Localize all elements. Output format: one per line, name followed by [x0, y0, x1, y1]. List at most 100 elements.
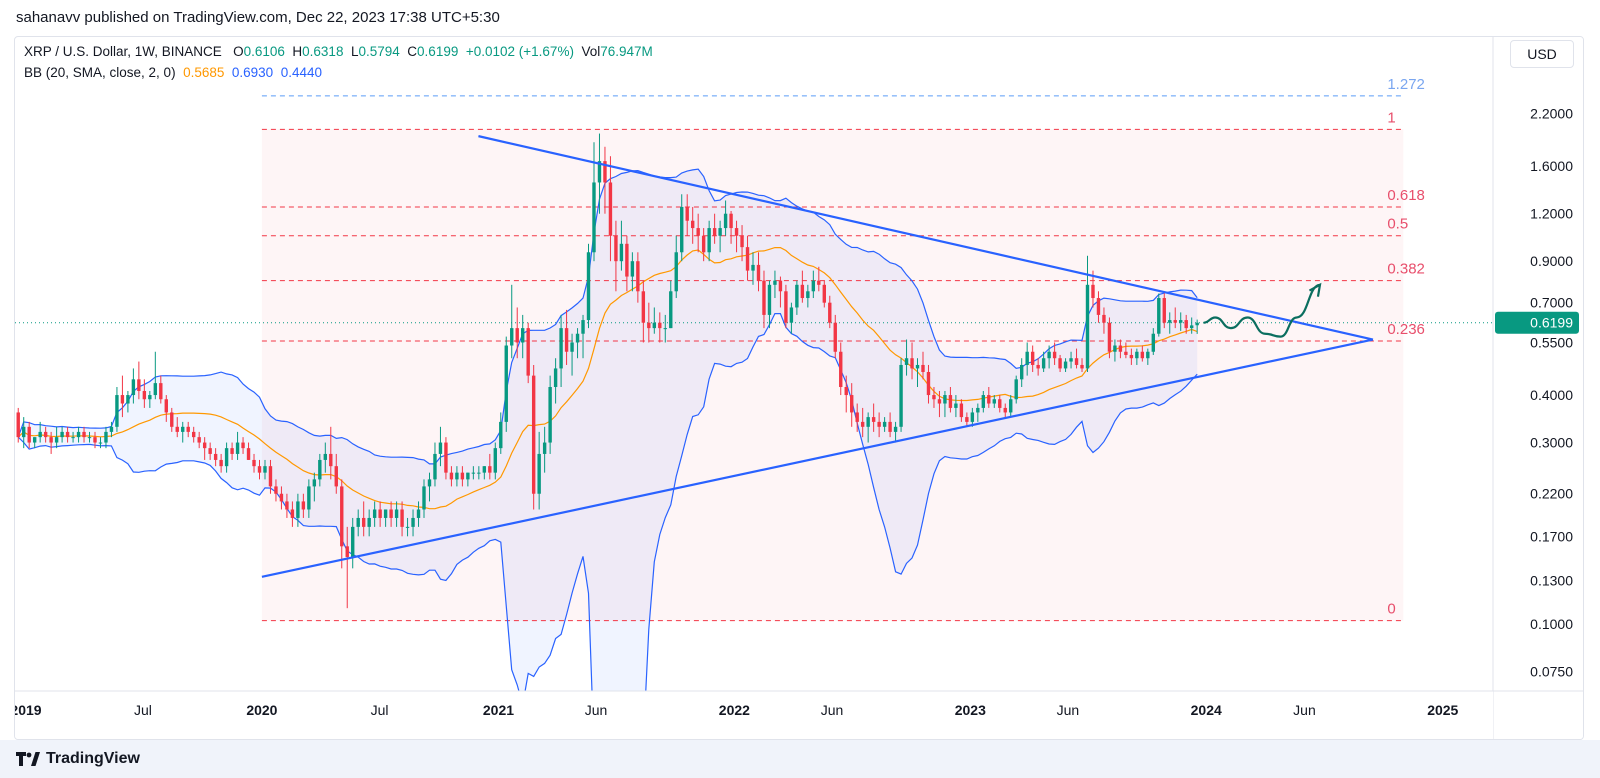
candle-body — [575, 333, 580, 343]
candle-body — [542, 442, 547, 454]
candle-body — [1173, 320, 1177, 323]
candle-body — [93, 437, 97, 443]
tradingview-logo-icon — [16, 752, 40, 766]
fib-level-label: 1 — [1387, 109, 1395, 126]
candle-body — [312, 479, 317, 487]
candle-body — [970, 412, 975, 422]
candle-body — [871, 417, 876, 422]
candle-body — [822, 284, 826, 303]
x-tick-label: Jul — [371, 702, 389, 718]
candle-body — [531, 375, 536, 494]
candle-body — [175, 426, 179, 432]
candle-body — [378, 509, 382, 518]
low-label: L — [350, 44, 359, 59]
candle-body — [241, 442, 245, 449]
candle-body — [460, 472, 465, 480]
candle-body — [438, 442, 443, 454]
candle-body — [197, 437, 201, 443]
candle-body — [586, 252, 591, 321]
candle-body — [1091, 284, 1095, 299]
candle-body — [351, 526, 355, 557]
candle-body — [1069, 358, 1073, 362]
projection — [1203, 282, 1322, 338]
y-tick-label: 2.2000 — [1530, 106, 1573, 122]
candle-body — [652, 322, 657, 329]
currency-button[interactable]: USD — [1510, 40, 1574, 68]
candle-body — [477, 472, 481, 474]
candle-body — [115, 395, 119, 427]
candle-body — [279, 493, 284, 502]
candle-body — [866, 417, 870, 427]
candle-body — [680, 206, 684, 253]
tradingview-logo[interactable]: TradingView — [16, 750, 140, 768]
candle-body — [548, 387, 552, 443]
candle-body — [22, 426, 26, 438]
bb-lines — [17, 168, 1198, 739]
x-tick-label: Jun — [1057, 702, 1080, 718]
trendlines — [261, 135, 1374, 578]
candle-body — [882, 421, 887, 427]
candle-body — [784, 291, 788, 323]
bb-label: BB (20, SMA, close, 2, 0) — [24, 65, 176, 80]
candle-body — [740, 235, 744, 248]
candle-body — [1179, 320, 1183, 323]
x-tick-label: 2019 — [15, 702, 42, 718]
candle-body — [948, 395, 953, 408]
candle-body — [965, 417, 969, 422]
candle-body — [400, 509, 404, 527]
candle-body — [723, 213, 728, 229]
y-tick-label: 0.4000 — [1530, 387, 1573, 403]
candle-body — [307, 486, 311, 510]
candle-body — [416, 509, 421, 518]
candle-body — [394, 509, 399, 518]
candle-body — [910, 358, 914, 369]
candle-body — [257, 466, 262, 473]
candle-body — [1146, 351, 1150, 359]
x-tick-label: Jun — [585, 702, 608, 718]
candle-body — [186, 426, 190, 432]
high-value: 0.6318 — [302, 44, 344, 59]
candle-body — [433, 453, 437, 480]
candle-body — [329, 453, 333, 467]
candle-body — [16, 412, 20, 438]
candle-body — [564, 328, 569, 352]
candle-body — [526, 328, 530, 376]
candle-body — [817, 280, 821, 285]
candle-body — [850, 395, 854, 413]
candle-body — [43, 431, 48, 438]
candle-body — [1124, 351, 1128, 355]
open-value: 0.6106 — [243, 44, 285, 59]
tradingview-brand: TradingView — [46, 750, 140, 767]
candle-body — [998, 399, 1002, 408]
candle-body — [1113, 345, 1117, 352]
candle-body — [192, 431, 196, 438]
candle-body — [888, 421, 892, 432]
candle-body — [137, 379, 141, 391]
candle-body — [427, 479, 432, 487]
time-axis-bg — [15, 691, 1493, 739]
y-tick-label: 0.2200 — [1530, 486, 1573, 502]
candle-body — [1030, 351, 1035, 365]
candle-body — [126, 395, 130, 404]
candle-body — [488, 466, 492, 473]
candle-body — [54, 437, 59, 443]
candle-body — [334, 466, 338, 487]
bb-upper-value: 0.6930 — [231, 65, 274, 80]
candle-body — [263, 466, 267, 473]
candle-body — [87, 437, 92, 439]
candle-body — [510, 328, 514, 346]
fib-zone-bg — [261, 129, 1404, 621]
price-axis-bg — [1493, 37, 1583, 739]
candle-body — [170, 412, 174, 427]
candle-body — [268, 466, 273, 487]
open-label: O — [233, 44, 244, 59]
trendline — [478, 135, 1374, 341]
fib-level-label: 0.382 — [1387, 261, 1425, 278]
candle-body — [466, 472, 470, 480]
candle-body — [674, 252, 678, 292]
candle-body — [1189, 325, 1194, 329]
candle-body — [1096, 298, 1101, 315]
candle-body — [109, 426, 114, 432]
